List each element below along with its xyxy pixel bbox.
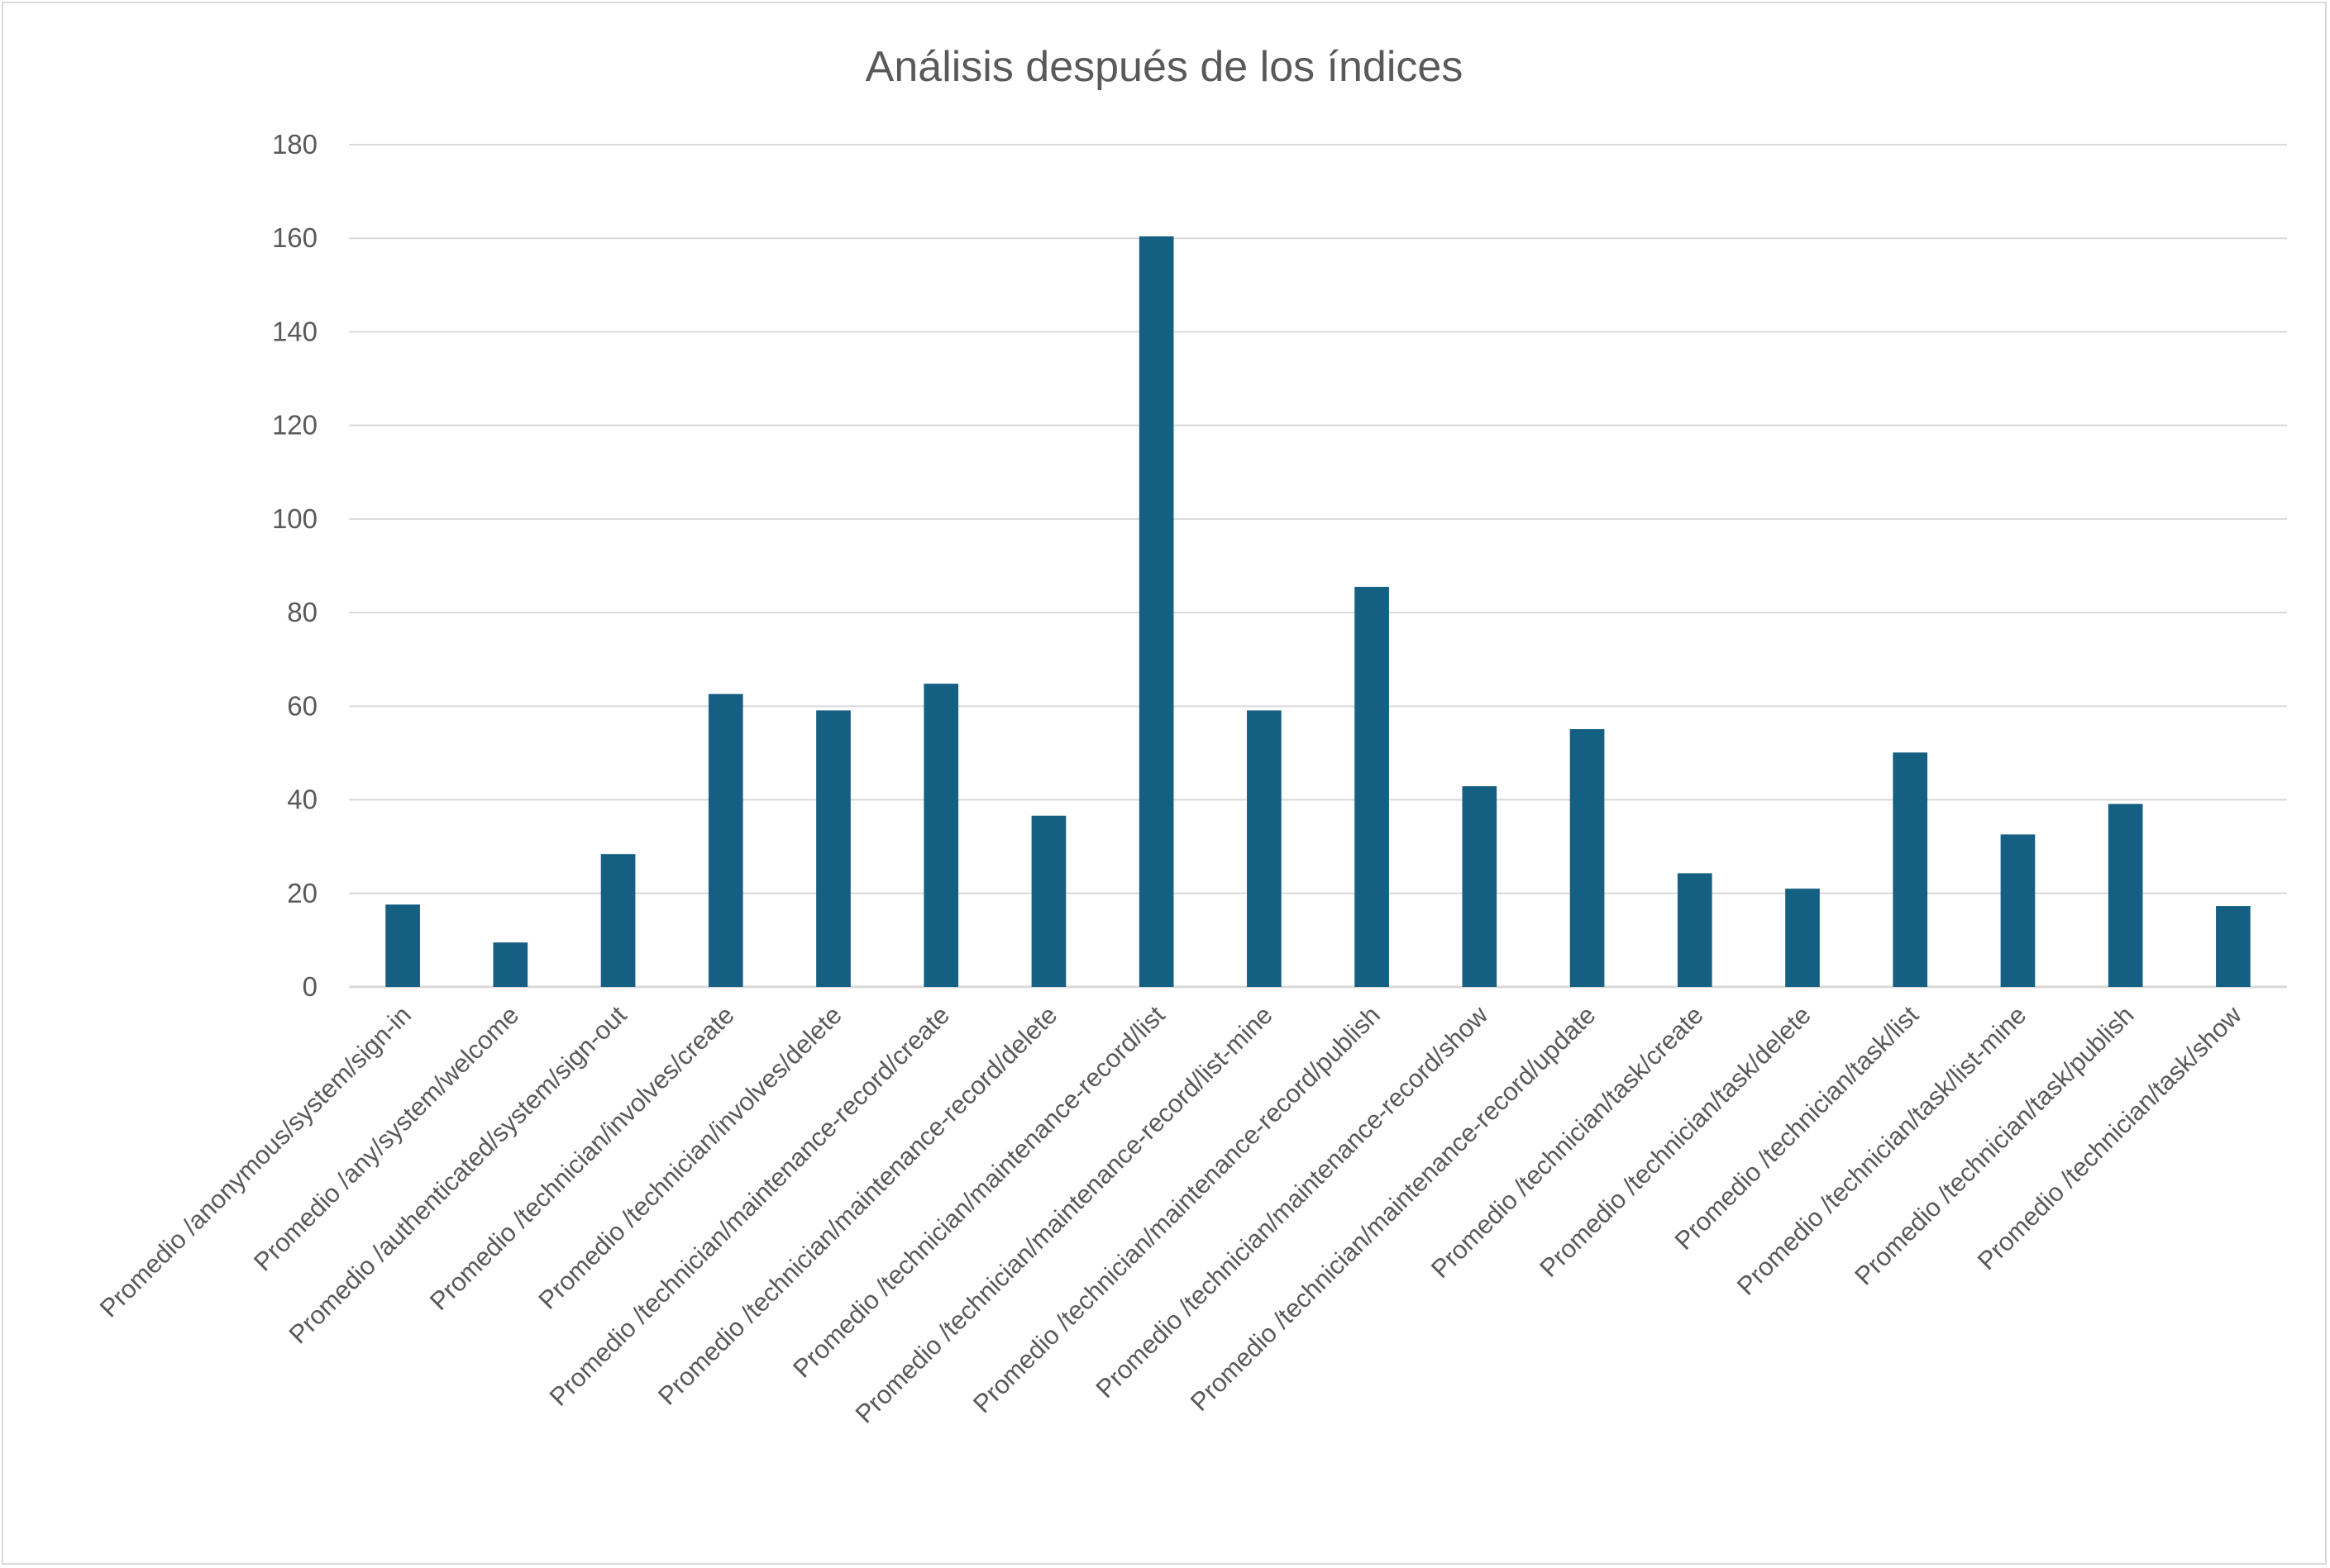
x-category-label: Promedio /technician/maintenance-record/… — [1091, 1000, 1494, 1404]
bar — [1247, 710, 1282, 987]
gridlines — [349, 144, 2287, 989]
y-tick-label: 180 — [272, 129, 318, 160]
bar — [493, 942, 528, 987]
y-tick-label: 40 — [287, 784, 318, 815]
bar — [2108, 803, 2143, 987]
bar — [2216, 906, 2251, 987]
bar — [924, 684, 959, 987]
bar — [1462, 786, 1497, 987]
bar — [1785, 889, 1820, 987]
y-tick-label: 0 — [303, 971, 318, 1002]
bar — [1031, 815, 1067, 987]
x-category-label: Promedio /technician/maintenance-record/… — [652, 1000, 1062, 1410]
x-category-label: Promedio /technician/maintenance-record/… — [544, 1000, 956, 1412]
y-tick-label: 120 — [272, 410, 318, 441]
y-tick-label: 140 — [272, 316, 318, 346]
y-axis: 0 20 40 60 80 100 120 140 160 180 — [272, 129, 318, 1002]
y-tick-label: 80 — [287, 597, 318, 627]
bar — [1354, 586, 1389, 987]
x-axis: Promedio /anonymous/system/sign-inPromed… — [94, 1000, 2247, 1429]
bar — [1569, 729, 1605, 987]
chart-title: Análisis después de los índices — [866, 43, 1463, 91]
y-tick-label: 100 — [272, 503, 318, 534]
bar — [1893, 752, 1928, 987]
bar — [385, 904, 420, 987]
bar — [1139, 236, 1174, 987]
y-tick-label: 160 — [272, 222, 318, 253]
bar-series — [385, 236, 2251, 987]
x-category-label: Promedio /technician/maintenance-record/… — [850, 1000, 1278, 1428]
x-category-label: Promedio /technician/maintenance-record/… — [787, 1000, 1171, 1384]
y-tick-label: 20 — [287, 878, 318, 908]
bar — [600, 854, 636, 987]
bar-chart: Análisis después de los índices 0 20 40 60 8… — [94, 43, 2287, 1429]
x-category-label: Promedio /technician/maintenance-record/… — [967, 1000, 1386, 1418]
bar — [2000, 834, 2036, 987]
y-tick-label: 60 — [287, 690, 318, 721]
bar — [816, 710, 851, 987]
x-category-label: Promedio /technician/maintenance-record/… — [1185, 1000, 1602, 1417]
bar — [708, 693, 743, 987]
bar — [1677, 873, 1712, 987]
